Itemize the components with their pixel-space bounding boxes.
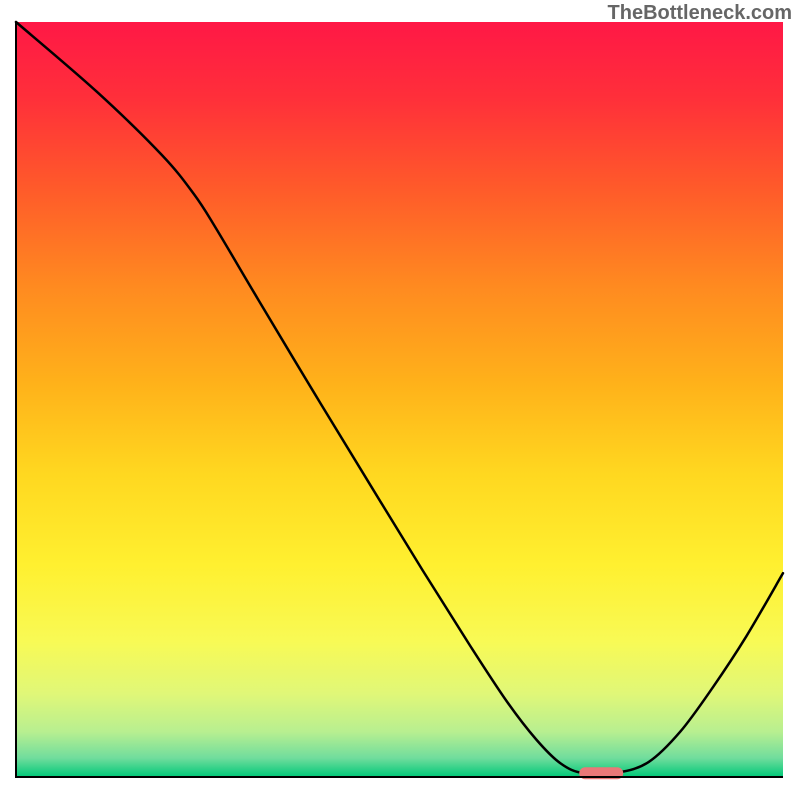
bottleneck-chart: TheBottleneck.com (0, 0, 800, 800)
chart-svg (0, 0, 800, 800)
plot-gradient (16, 22, 783, 777)
watermark-text: TheBottleneck.com (608, 2, 792, 25)
